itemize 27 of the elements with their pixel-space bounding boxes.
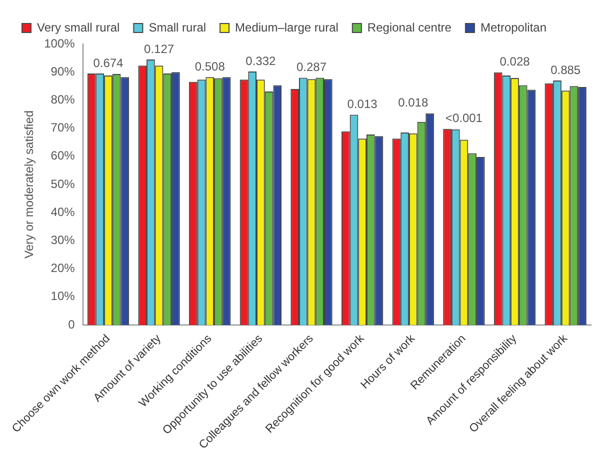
legend-label: Small rural	[148, 20, 206, 34]
annotation: 0.287	[296, 60, 327, 74]
y-tick-label: 70%	[50, 120, 76, 135]
annotation: <0.001	[445, 111, 483, 126]
y-tick-label: 80%	[50, 92, 76, 107]
y-tick-label: 100%	[44, 36, 76, 50]
annotation: 0.013	[347, 97, 378, 112]
annotation: 0.674	[93, 56, 124, 70]
y-tick-label: 90%	[50, 64, 76, 78]
y-axis-title: Very or moderately satisfied	[22, 110, 36, 259]
annotation: 0.885	[550, 62, 581, 77]
legend-label: Medium–large rural	[235, 20, 338, 34]
y-tick-label: 30%	[50, 232, 76, 247]
y-tick-label: 60%	[50, 148, 76, 163]
y-tick-label: 0	[68, 317, 76, 332]
y-tick-label: 40%	[50, 204, 76, 219]
legend-label: Very small rural	[37, 20, 120, 34]
legend-label: Regional centre	[367, 20, 452, 34]
y-tick-label: 50%	[50, 176, 76, 191]
annotation: 0.332	[246, 54, 276, 68]
legend-label: Metropolitan	[480, 20, 547, 34]
annotation: 0.508	[194, 59, 226, 74]
annotation: 0.018	[398, 96, 428, 110]
annotation: 0.028	[500, 54, 530, 69]
y-tick-label: 20%	[50, 261, 76, 276]
annotation: 0.127	[144, 42, 174, 56]
y-tick-label: 10%	[50, 289, 76, 304]
